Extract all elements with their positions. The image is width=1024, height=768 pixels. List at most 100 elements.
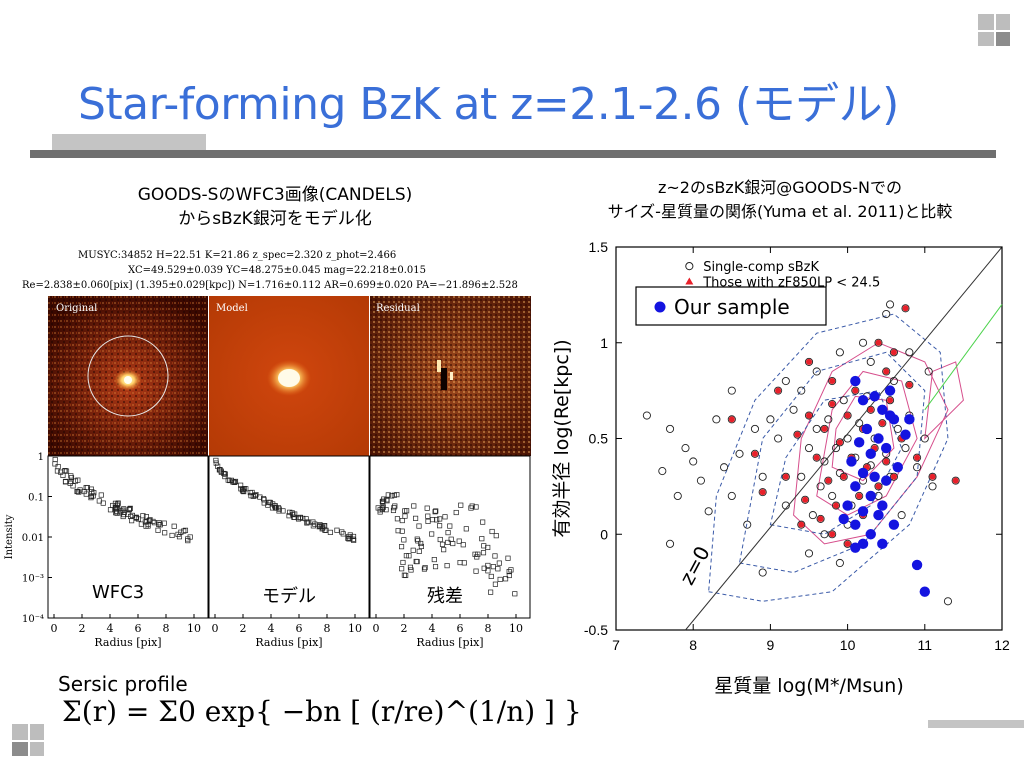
profile-point — [399, 566, 405, 572]
profile-point — [421, 566, 427, 572]
x-tick-label: 4 — [107, 622, 114, 635]
zf850-point-ring — [905, 380, 914, 389]
profile-point — [480, 519, 486, 525]
x-tick-label: 0 — [51, 622, 58, 635]
sbzk-point — [816, 482, 825, 491]
zf850-point — [890, 349, 897, 356]
sbzk-point — [905, 348, 914, 357]
x-tick-label: 8 — [324, 622, 331, 635]
y-tick-label: 0.01 — [22, 533, 44, 544]
our-sample-point — [853, 437, 865, 448]
profile-point — [488, 573, 494, 579]
profile-point — [217, 467, 223, 473]
sbzk-point — [886, 300, 895, 309]
contour-pink — [924, 361, 964, 440]
zf850-point — [856, 492, 863, 499]
our-sample-legend-marker — [654, 301, 666, 313]
profile-point — [391, 492, 397, 498]
zf850-point-ring — [855, 491, 864, 501]
sbzk-point — [766, 415, 775, 424]
profile-point — [472, 551, 478, 557]
legend-label-sbzk: Single-comp sBzK — [703, 260, 819, 275]
fit-info-line2: XC=49.529±0.039 YC=48.275±0.045 mag=22.2… — [128, 265, 427, 276]
profile-point — [232, 478, 239, 484]
zf850-point — [906, 381, 913, 388]
sbzk-point — [658, 467, 667, 476]
zf850-point-ring — [831, 501, 841, 510]
sbzk-point — [781, 376, 790, 386]
sbzk-point — [839, 396, 848, 405]
profile-point — [481, 565, 487, 571]
profile-point — [144, 518, 150, 524]
legend-marker-zf850 — [685, 277, 694, 285]
fit-info-line3: Re=2.838±0.060[pix] (1.395±0.029[kpc]) N… — [22, 280, 518, 291]
our-sample-point — [881, 475, 892, 486]
sbzk-point — [789, 405, 798, 414]
profile-point — [480, 550, 487, 556]
sbzk-point — [704, 507, 713, 516]
profile-point — [437, 516, 443, 522]
x-axis-label: Radius [pix] — [416, 636, 483, 649]
profile-point — [304, 520, 310, 526]
profile-point — [395, 528, 401, 534]
profile-point — [340, 531, 346, 537]
profile-point — [445, 539, 451, 545]
profile-point — [74, 488, 80, 495]
zf850-point-ring — [835, 438, 844, 447]
profile-point — [121, 509, 127, 515]
profile-point — [492, 553, 498, 559]
profile-point — [406, 553, 412, 559]
zf850-point-ring — [886, 396, 895, 405]
zf850-point — [829, 378, 836, 385]
profile-point — [351, 537, 357, 543]
profile-point — [169, 532, 175, 539]
profile-point — [411, 503, 417, 509]
sbzk-point — [855, 419, 864, 428]
profile-point — [496, 560, 502, 566]
profile-panel-frame — [208, 455, 370, 619]
zf850-point — [840, 473, 847, 480]
profile-point — [473, 504, 479, 510]
profile-point — [389, 493, 395, 499]
zf850-point — [833, 502, 840, 509]
our-sample-point — [881, 442, 892, 454]
profile-point — [403, 553, 409, 559]
sbzk-point — [781, 501, 790, 510]
zf850-point-ring — [727, 415, 736, 424]
profile-point — [407, 564, 413, 570]
sbzk-point — [727, 386, 736, 395]
profile-point — [392, 503, 398, 509]
profile-point — [512, 591, 518, 597]
profile-point — [155, 527, 161, 533]
profile-point — [414, 536, 420, 542]
profile-point — [447, 523, 453, 529]
profile-point — [431, 557, 437, 563]
title-divider — [30, 150, 996, 158]
our-sample-point — [869, 391, 880, 402]
x-tick-label: 7 — [612, 637, 620, 653]
profile-point — [121, 506, 127, 512]
x-tick-label: 8 — [485, 622, 492, 635]
x-tick-label: 12 — [994, 637, 1010, 653]
zf850-point — [836, 439, 843, 446]
profile-point — [171, 523, 177, 529]
zf850-point — [929, 473, 936, 480]
profile-point — [115, 500, 121, 506]
sbzk-point — [901, 444, 910, 453]
sbzk-point — [727, 491, 736, 501]
zf850-point-ring — [878, 419, 887, 428]
zf850-point-ring — [781, 472, 790, 481]
profile-point — [458, 502, 464, 508]
profile-point — [218, 468, 224, 474]
zf850-point-ring — [820, 424, 829, 433]
y-tick-label: 1.5 — [589, 239, 609, 255]
profile-point — [380, 504, 386, 510]
profile-point — [503, 576, 509, 582]
sbzk-point — [913, 463, 922, 472]
profile-label-model: モデル — [262, 586, 316, 607]
profile-point — [287, 509, 293, 515]
x-tick-label: 11 — [918, 637, 933, 653]
sbzk-point — [897, 511, 906, 520]
zf850-point-ring — [851, 386, 860, 395]
sbzk-point — [743, 520, 752, 529]
